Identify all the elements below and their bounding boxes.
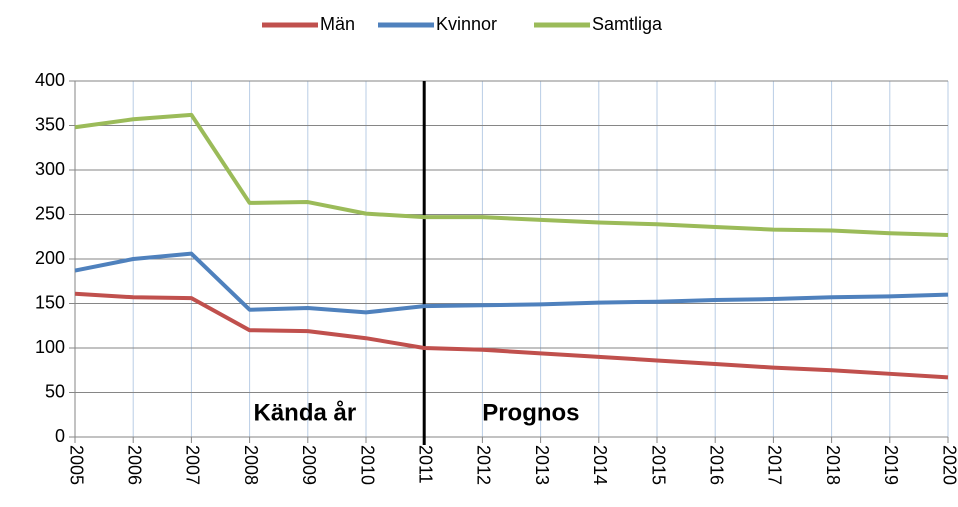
legend-label: Kvinnor (436, 14, 497, 34)
x-tick-label: 2005 (66, 445, 86, 485)
x-tick-label: 2009 (299, 445, 319, 485)
x-tick-label: 2011 (415, 445, 435, 484)
series-line (74, 112, 949, 237)
x-tick-label: 2017 (765, 445, 785, 485)
y-tick-label: 100 (35, 337, 65, 357)
y-tick-label: 350 (35, 114, 65, 134)
annotation: Prognos (482, 399, 579, 426)
y-tick-label: 200 (35, 248, 65, 268)
legend-label: Män (320, 14, 355, 34)
annotation: Kända år (253, 399, 356, 426)
x-tick-label: 2018 (823, 445, 843, 485)
x-tick-label: 2006 (124, 445, 144, 485)
legend-label: Samtliga (592, 14, 663, 34)
x-tick-label: 2007 (183, 445, 203, 485)
x-tick-label: 2010 (357, 445, 377, 485)
x-tick-label: 2014 (590, 445, 610, 485)
x-tick-label: 2012 (474, 445, 494, 485)
x-tick-label: 2016 (706, 445, 726, 485)
y-tick-label: 0 (55, 426, 65, 446)
y-tick-label: 300 (35, 159, 65, 179)
y-tick-label: 400 (35, 70, 65, 90)
series-line (74, 251, 949, 315)
x-tick-label: 2008 (241, 445, 261, 485)
y-tick-label: 250 (35, 203, 65, 223)
series-line (74, 291, 949, 380)
y-tick-label: 150 (35, 292, 65, 312)
x-tick-label: 2013 (532, 445, 552, 485)
x-tick-label: 2019 (881, 445, 901, 485)
x-tick-label: 2020 (939, 445, 958, 485)
x-tick-label: 2015 (648, 445, 668, 485)
y-tick-label: 50 (45, 381, 65, 401)
